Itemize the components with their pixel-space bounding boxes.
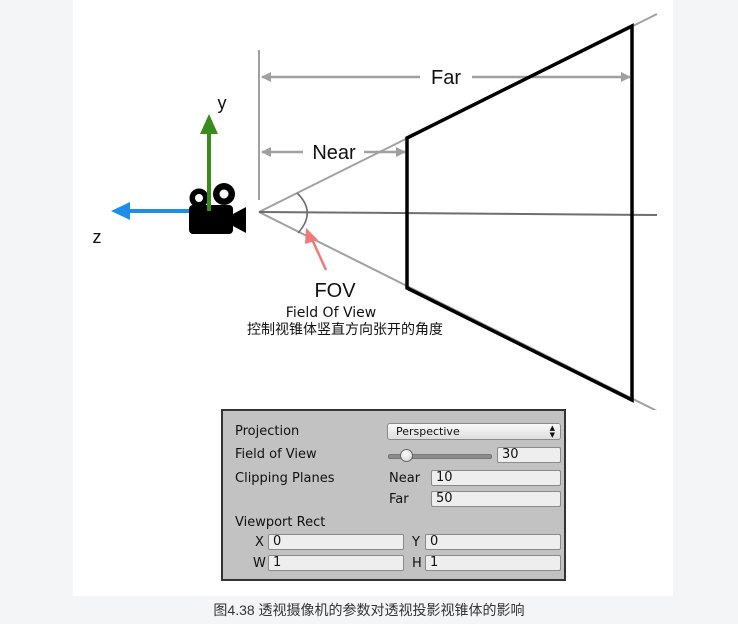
fov-pointer-arrowhead	[305, 228, 318, 244]
fov-slider-thumb[interactable]	[400, 449, 413, 462]
viewport-x-label: X	[255, 535, 264, 550]
far-clip-input[interactable]: 50	[431, 491, 561, 507]
viewport-w-input[interactable]: 1	[268, 555, 404, 571]
fov-label: FOV	[314, 280, 356, 302]
y-axis-arrowhead	[200, 114, 218, 134]
far-clip-label: Far	[389, 492, 409, 507]
view-axis-line	[258, 211, 658, 216]
fov-description: 控制视锥体竖直方向张开的角度	[247, 321, 443, 338]
projection-dropdown[interactable]: Perspective ▲ ▼	[387, 423, 561, 440]
near-clip-input[interactable]: 10	[431, 470, 561, 486]
clipping-planes-label: Clipping Planes	[235, 471, 335, 486]
viewport-y-input[interactable]: 0	[425, 534, 561, 550]
far-label: Far	[431, 67, 461, 89]
projection-value: Perspective	[396, 425, 460, 438]
fov-slider-track[interactable]	[388, 454, 492, 459]
frustum-outline	[405, 23, 634, 403]
chevron-updown-icon: ▲ ▼	[549, 424, 555, 439]
viewport-y-label: Y	[412, 535, 420, 550]
camera-icon	[189, 183, 246, 234]
camera-inspector-panel: Projection Perspective ▲ ▼ Field of View …	[221, 409, 566, 581]
figure-caption: 图4.38 透视摄像机的参数对透视投影视锥体的影响	[213, 602, 525, 618]
projection-label: Projection	[235, 424, 300, 439]
fov-input[interactable]: 30	[497, 447, 561, 463]
viewport-w-label: W	[253, 556, 266, 571]
near-label: Near	[312, 142, 356, 164]
viewport-rect-label: Viewport Rect	[235, 515, 326, 530]
fov-subtitle: Field Of View	[286, 305, 376, 321]
z-axis-arrowhead	[111, 202, 130, 220]
fov-pointer-arrow	[309, 236, 328, 271]
fov-arc	[296, 192, 309, 234]
viewport-h-input[interactable]: 1	[425, 555, 561, 571]
z-axis-label: z	[93, 227, 102, 247]
y-axis-label: y	[218, 93, 227, 113]
frustum-diagram: Far Near FOV Field Of View 控制视锥体竖直方向张开的角…	[93, 13, 658, 410]
viewport-x-input[interactable]: 0	[268, 534, 404, 550]
field-of-view-label: Field of View	[235, 447, 317, 462]
viewport-h-label: H	[412, 556, 422, 571]
near-clip-label: Near	[389, 471, 421, 486]
